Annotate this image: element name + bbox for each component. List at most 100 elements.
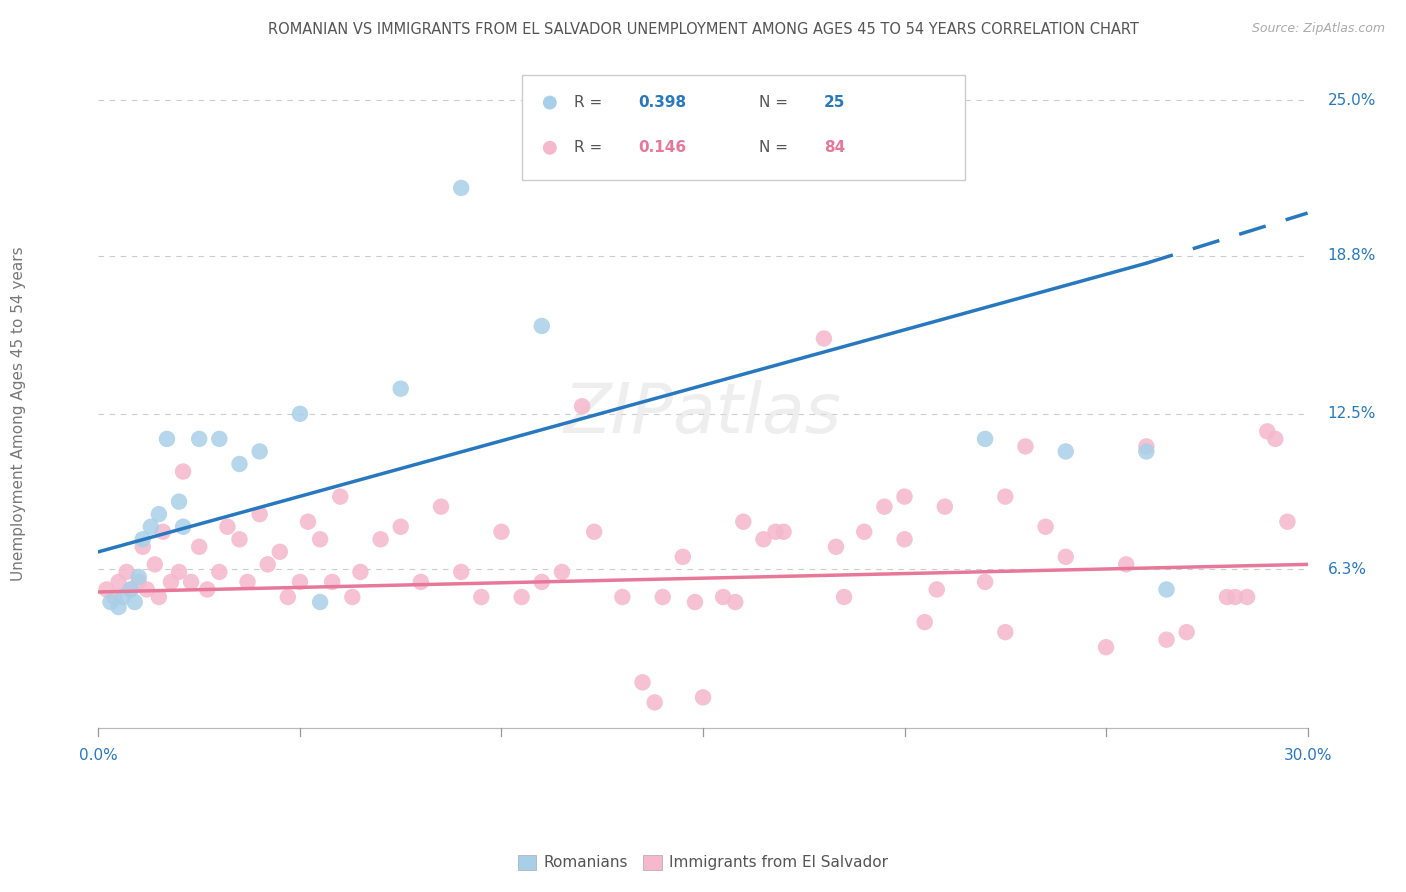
Point	[156, 432, 179, 446]
Point	[672, 549, 695, 564]
Point	[853, 524, 876, 539]
Point	[349, 565, 371, 579]
Point	[765, 524, 787, 539]
Point	[1236, 590, 1258, 604]
Text: 12.5%: 12.5%	[1327, 406, 1376, 421]
Point	[309, 533, 332, 547]
Point	[115, 565, 138, 579]
Text: ROMANIAN VS IMMIGRANTS FROM EL SALVADOR UNEMPLOYMENT AMONG AGES 45 TO 54 YEARS C: ROMANIAN VS IMMIGRANTS FROM EL SALVADOR …	[267, 22, 1139, 37]
Point	[120, 582, 142, 597]
Point	[1035, 520, 1057, 534]
Point	[893, 533, 915, 547]
Point	[530, 318, 553, 333]
Point	[733, 515, 755, 529]
Point	[389, 382, 412, 396]
Point	[135, 582, 157, 597]
Point	[974, 432, 997, 446]
Text: 0.0%: 0.0%	[79, 747, 118, 763]
Text: 0.146: 0.146	[638, 140, 686, 155]
Point	[651, 590, 673, 604]
Point	[1175, 625, 1198, 640]
Point	[873, 500, 896, 514]
Text: 25: 25	[824, 95, 845, 110]
Text: 18.8%: 18.8%	[1327, 248, 1376, 263]
Point	[195, 582, 218, 597]
Point	[103, 590, 125, 604]
Point	[893, 490, 915, 504]
Point	[974, 574, 997, 589]
Point	[1277, 515, 1299, 529]
Point	[1135, 444, 1157, 458]
Point	[132, 533, 155, 547]
Point	[934, 500, 956, 514]
Point	[100, 595, 122, 609]
Point	[813, 331, 835, 345]
Point	[236, 574, 259, 589]
Point	[288, 407, 311, 421]
Point	[188, 432, 211, 446]
Point	[96, 582, 118, 597]
Point	[994, 490, 1017, 504]
Point	[389, 520, 412, 534]
Point	[172, 465, 194, 479]
Point	[249, 507, 271, 521]
Point	[139, 520, 162, 534]
Point	[111, 590, 134, 604]
Point	[683, 595, 706, 609]
Text: 84: 84	[824, 140, 845, 155]
Point	[631, 675, 654, 690]
Point	[124, 595, 146, 609]
Point	[724, 595, 747, 609]
Point	[107, 574, 129, 589]
Point	[1223, 590, 1246, 604]
Point	[409, 574, 432, 589]
Point	[551, 565, 574, 579]
Point	[1156, 632, 1178, 647]
Point	[538, 95, 561, 110]
Point	[128, 574, 150, 589]
Point	[148, 507, 170, 521]
Text: 6.3%: 6.3%	[1327, 562, 1367, 577]
Point	[644, 695, 666, 709]
Point	[321, 574, 343, 589]
Point	[132, 540, 155, 554]
Point	[208, 432, 231, 446]
Point	[530, 574, 553, 589]
Point	[107, 600, 129, 615]
Point	[228, 533, 250, 547]
Point	[1256, 425, 1278, 439]
Text: N =: N =	[759, 95, 793, 110]
Point	[1115, 558, 1137, 572]
Legend: Romanians, Immigrants from El Salvador: Romanians, Immigrants from El Salvador	[512, 848, 894, 877]
Point	[277, 590, 299, 604]
Point	[925, 582, 948, 597]
Point	[370, 533, 392, 547]
Point	[329, 490, 352, 504]
Text: 30.0%: 30.0%	[1284, 747, 1331, 763]
Text: N =: N =	[759, 140, 793, 155]
Point	[208, 565, 231, 579]
Point	[612, 590, 634, 604]
Point	[297, 515, 319, 529]
Point	[832, 590, 855, 604]
Point	[1095, 640, 1118, 655]
Point	[571, 399, 593, 413]
Point	[752, 533, 775, 547]
Point	[342, 590, 364, 604]
Point	[538, 141, 561, 155]
Point	[692, 690, 714, 705]
Point	[148, 590, 170, 604]
Text: ZIPatlas: ZIPatlas	[564, 380, 842, 447]
Point	[309, 595, 332, 609]
Point	[1014, 439, 1036, 453]
Point	[510, 590, 533, 604]
Text: 0.398: 0.398	[638, 95, 686, 110]
Point	[152, 524, 174, 539]
Point	[188, 540, 211, 554]
Point	[167, 494, 190, 508]
Point	[143, 558, 166, 572]
Point	[450, 565, 472, 579]
Point	[491, 524, 513, 539]
Point	[583, 524, 606, 539]
Text: 25.0%: 25.0%	[1327, 93, 1376, 108]
